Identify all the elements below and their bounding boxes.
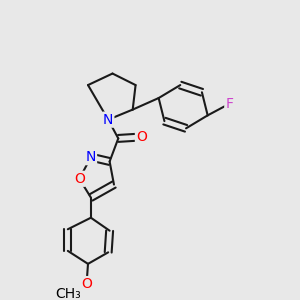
Text: O: O xyxy=(136,130,147,144)
Text: O: O xyxy=(81,277,92,291)
Text: N: N xyxy=(103,113,113,127)
Text: N: N xyxy=(86,150,96,164)
Text: F: F xyxy=(225,97,233,111)
Text: CH₃: CH₃ xyxy=(55,287,81,300)
Text: O: O xyxy=(74,172,85,186)
